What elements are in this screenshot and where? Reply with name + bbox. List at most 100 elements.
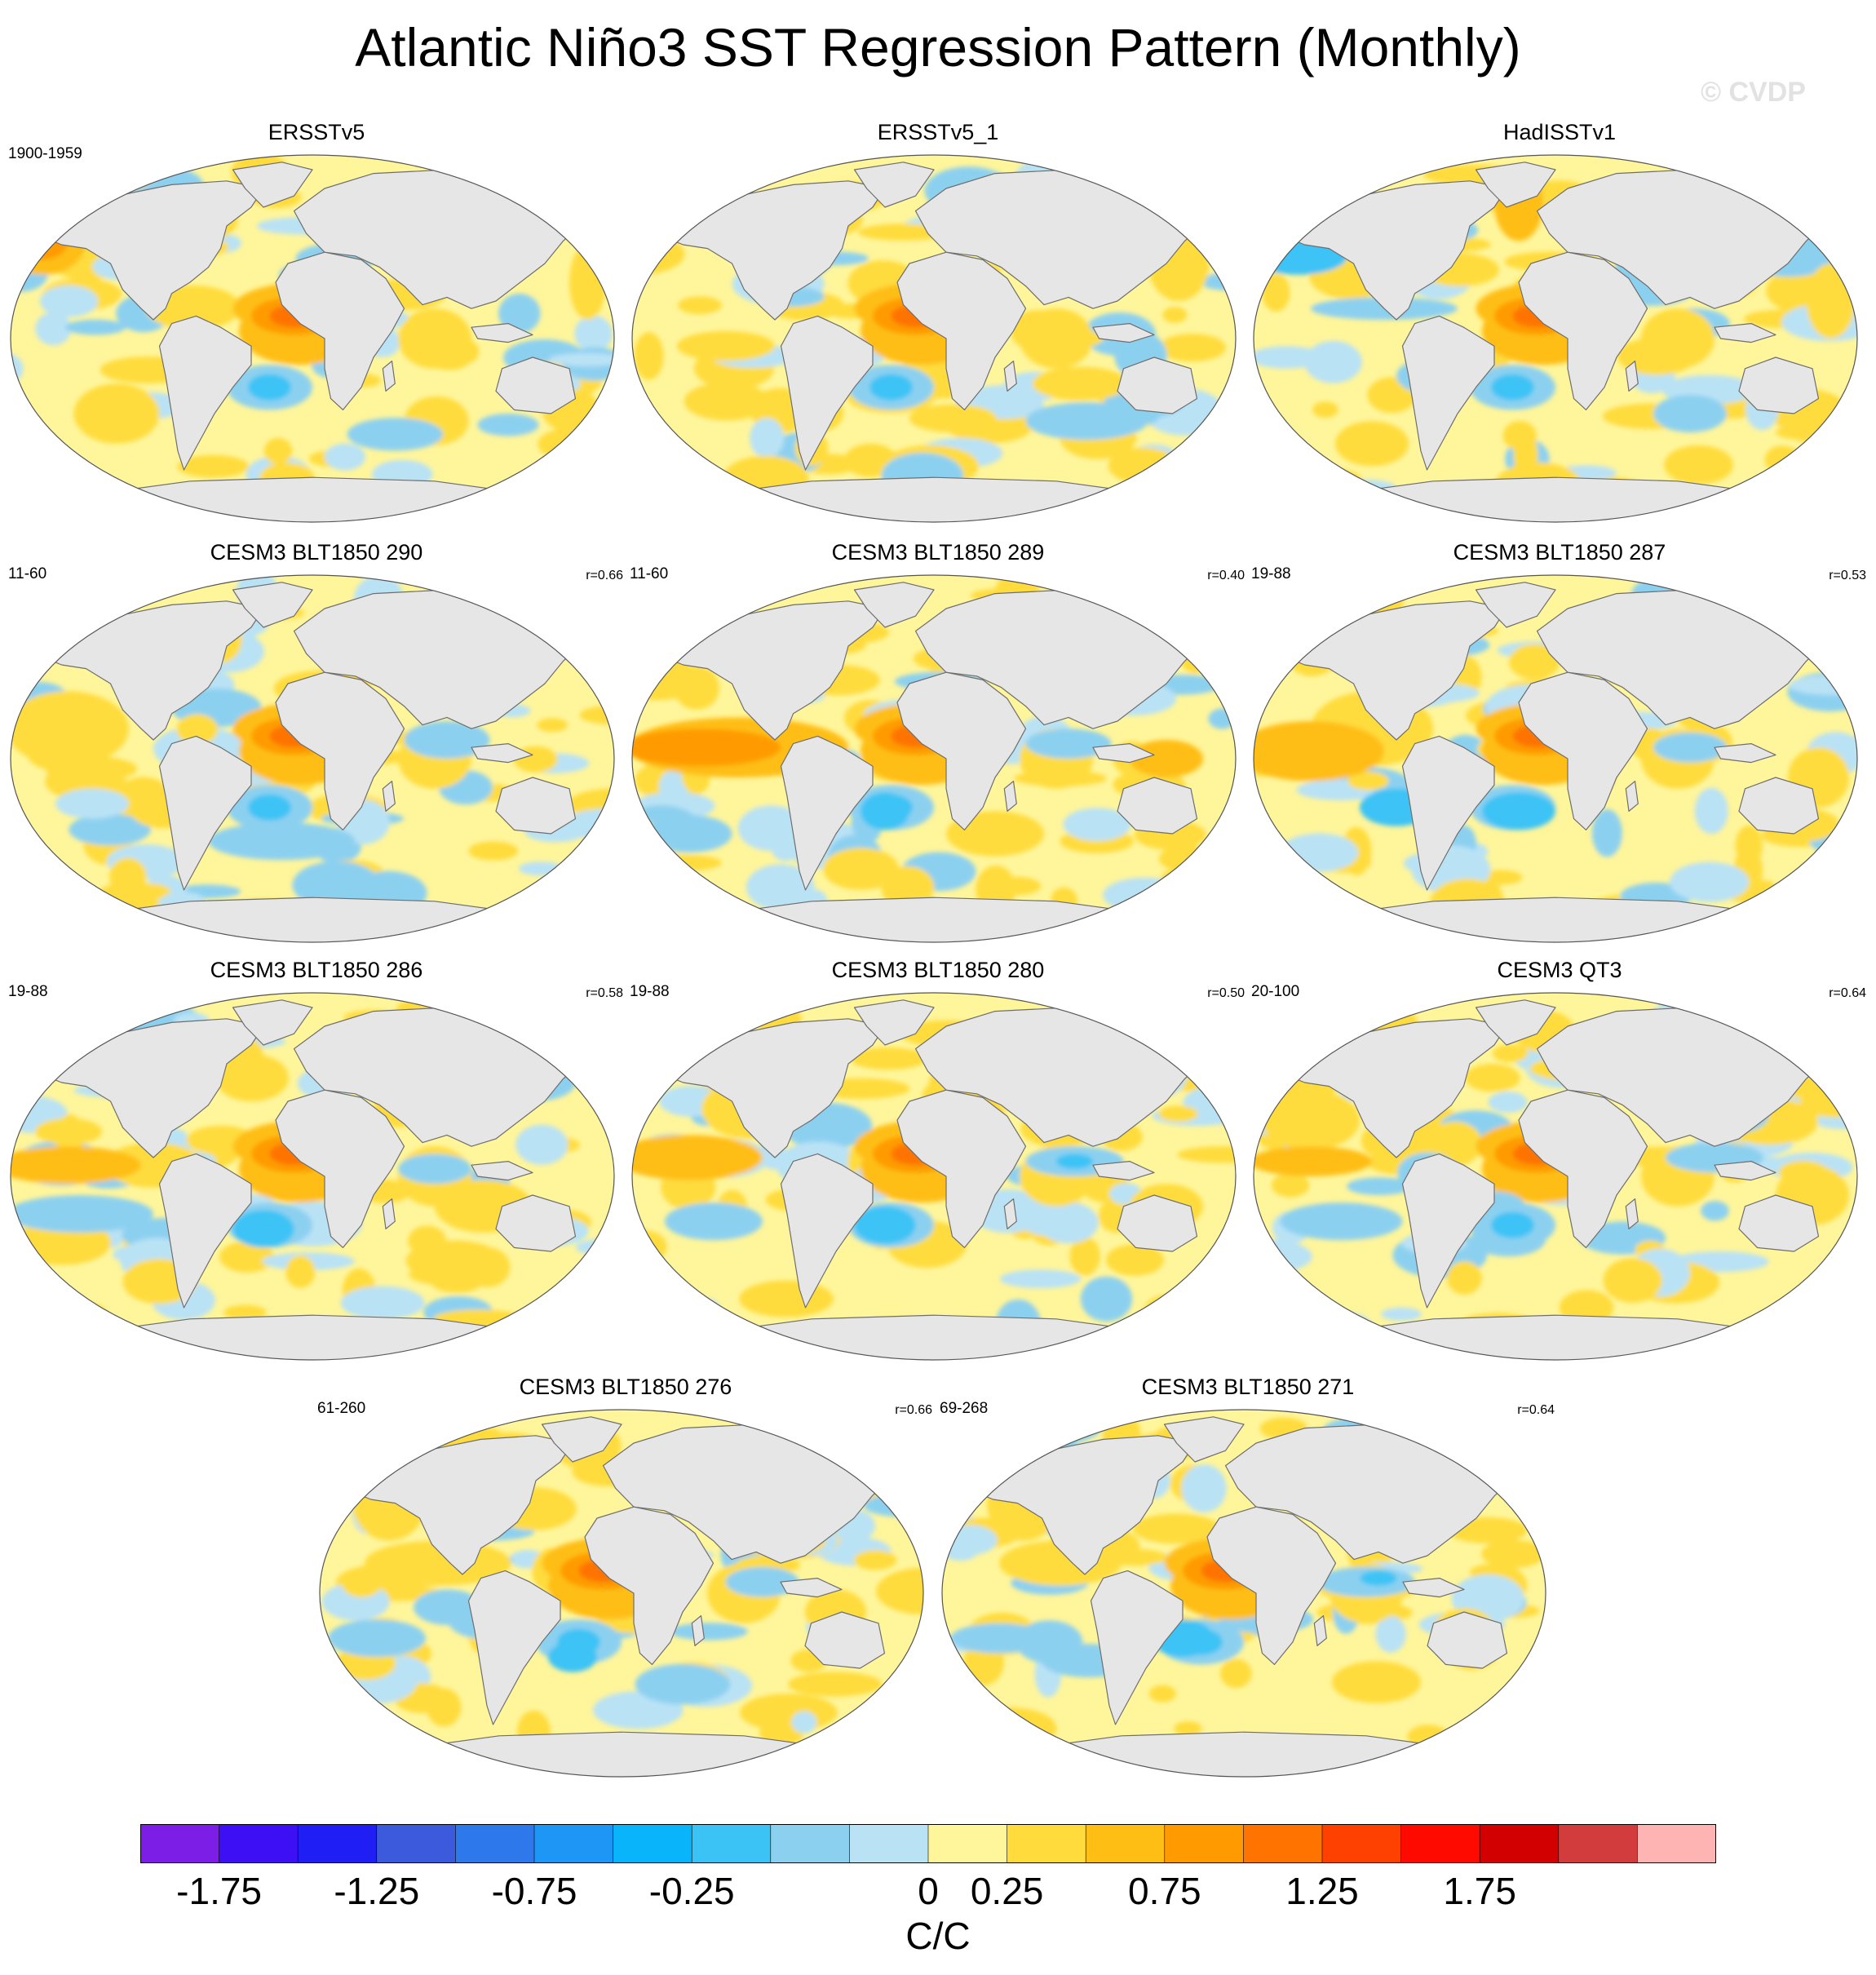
map-panel: CESM3 BLT1850 287 19-88 r=0.53 [1250, 538, 1869, 946]
colorbar-labels: -1.75 -1.25 -0.75 -0.25 0 0.25 0.75 1.25 1.75 [0, 1868, 1876, 1917]
land-africa [1518, 1089, 1648, 1248]
land-africa [275, 671, 405, 830]
panel-period: 1900-1959 [8, 145, 82, 162]
land-greenland [853, 999, 935, 1046]
land-southAmerica [1401, 735, 1495, 891]
panel-pattern-correlation: r=0.58 [586, 986, 623, 1000]
panel-pattern-correlation: r=0.53 [1829, 569, 1866, 582]
land-indonesia [471, 323, 533, 343]
sst-map [10, 992, 615, 1361]
map-panel: CESM3 BLT1850 276 61-260 r=0.66 [316, 1373, 936, 1781]
land-indonesia [780, 1578, 843, 1598]
sst-map [10, 574, 615, 943]
panel-period: 19-88 [630, 983, 670, 1000]
colorbar-swatch [140, 1824, 220, 1863]
land-australia [1117, 1194, 1198, 1252]
land-indonesia [471, 1161, 533, 1181]
land-northAmerica [1285, 600, 1507, 741]
land-indonesia [1714, 743, 1776, 764]
panel-title: CESM3 BLT1850 289 [831, 540, 1045, 565]
land-indonesia [471, 743, 533, 764]
land-indonesia [1092, 1161, 1155, 1181]
map-panel: CESM3 QT3 20-100 r=0.64 [1250, 956, 1869, 1364]
land-africa [1206, 1506, 1337, 1665]
colorbar-swatch [1086, 1824, 1166, 1863]
land-southAmerica [1401, 315, 1495, 471]
land-indonesia [1714, 1161, 1776, 1181]
colorbar-tick-label: -0.75 [491, 1870, 577, 1912]
colorbar-swatch [1322, 1824, 1402, 1863]
land-australia [1117, 777, 1198, 835]
panel-pattern-correlation: r=0.66 [586, 569, 623, 582]
colorbar-swatch [455, 1824, 535, 1863]
watermark: © CVDP [1701, 77, 1806, 108]
land-greenland [1475, 582, 1556, 628]
panel-title: CESM3 BLT1850 287 [1453, 540, 1666, 565]
land-madagascar [1003, 361, 1017, 392]
panel-title: CESM3 BLT1850 276 [519, 1375, 732, 1399]
colorbar-swatch [928, 1824, 1008, 1863]
colorbar-swatch [1164, 1824, 1244, 1863]
map-panel: CESM3 BLT1850 289 11-60 r=0.40 [628, 538, 1248, 946]
sst-map [631, 154, 1237, 523]
colorbar-swatch [849, 1824, 929, 1863]
land-indonesia [1714, 323, 1776, 343]
land-northAmerica [42, 600, 264, 741]
land-greenland [232, 162, 313, 208]
colorbar-swatch [692, 1824, 772, 1863]
panel-pattern-correlation: r=0.66 [895, 1403, 932, 1417]
land-australia [1738, 777, 1820, 835]
map-panel: CESM3 BLT1850 271 69-268 r=0.64 [938, 1373, 1558, 1781]
panel-period: 19-88 [8, 983, 48, 1000]
colorbar-swatch [613, 1824, 692, 1863]
colorbar-tick-label: -1.75 [176, 1870, 263, 1912]
sst-map [631, 574, 1237, 943]
land-australia [495, 777, 577, 835]
land-northAmerica [1285, 1018, 1507, 1158]
sst-map [1253, 574, 1858, 943]
land-northAmerica [664, 600, 886, 741]
land-northAmerica [1285, 180, 1507, 321]
land-madagascar [1003, 781, 1017, 812]
colorbar-swatch [298, 1824, 378, 1863]
colorbar-tick-label: -0.25 [648, 1870, 735, 1912]
colorbar-swatch [1480, 1824, 1560, 1863]
land-madagascar [1313, 1615, 1327, 1646]
land-madagascar [1625, 781, 1639, 812]
land-southAmerica [1401, 1153, 1495, 1309]
land-greenland [1475, 999, 1556, 1046]
land-africa [896, 251, 1027, 410]
land-southAmerica [1090, 1570, 1184, 1725]
colorbar-tick-label: 0.25 [970, 1870, 1044, 1912]
map-panel: CESM3 BLT1850 286 19-88 r=0.58 [7, 956, 626, 1364]
land-southAmerica [780, 735, 874, 891]
map-panel: ERSSTv5 1900-1959 [7, 118, 626, 526]
land-northAmerica [664, 180, 886, 321]
land-madagascar [691, 1615, 705, 1646]
land-australia [495, 356, 577, 414]
land-africa [1518, 671, 1648, 830]
map-panel: CESM3 BLT1850 280 19-88 r=0.50 [628, 956, 1248, 1364]
land-australia [1738, 356, 1820, 414]
land-southAmerica [158, 1153, 252, 1309]
colorbar-swatch [770, 1824, 850, 1863]
panel-period: 11-60 [8, 565, 47, 582]
panel-period: 69-268 [940, 1400, 989, 1417]
land-africa [1518, 251, 1648, 410]
colorbar-swatch [219, 1824, 299, 1863]
land-southAmerica [780, 315, 874, 471]
panel-title: CESM3 QT3 [1497, 958, 1622, 982]
colorbar-swatch [376, 1824, 456, 1863]
colorbar-swatch [1400, 1824, 1480, 1863]
panel-title: ERSSTv5 [268, 120, 365, 144]
panel-period: 61-260 [317, 1400, 366, 1417]
map-panel: HadISSTv1 [1250, 118, 1869, 526]
panel-title: ERSSTv5_1 [877, 120, 999, 144]
chart-title: Atlantic Niño3 SST Regression Pattern (M… [355, 17, 1521, 77]
sst-map [319, 1409, 924, 1778]
sst-map [631, 992, 1237, 1361]
land-australia [1738, 1194, 1820, 1252]
land-southAmerica [467, 1570, 561, 1725]
land-madagascar [382, 781, 396, 812]
